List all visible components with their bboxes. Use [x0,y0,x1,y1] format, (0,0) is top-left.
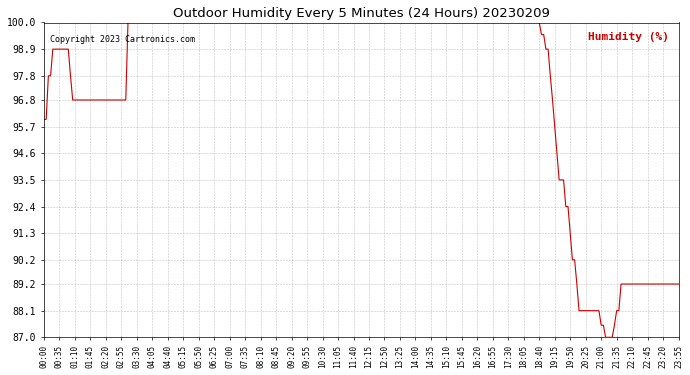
Text: Humidity (%): Humidity (%) [588,32,669,42]
Text: Copyright 2023 Cartronics.com: Copyright 2023 Cartronics.com [50,35,195,44]
Title: Outdoor Humidity Every 5 Minutes (24 Hours) 20230209: Outdoor Humidity Every 5 Minutes (24 Hou… [172,7,550,20]
